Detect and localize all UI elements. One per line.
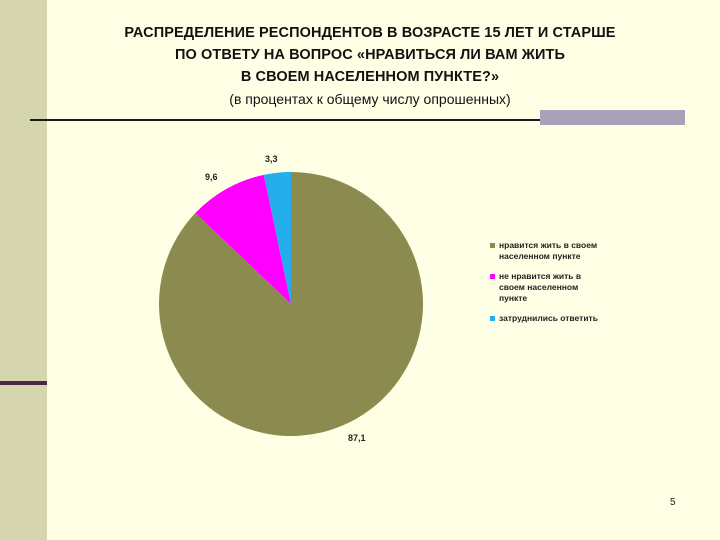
left-accent-bar (0, 381, 47, 385)
pie-data-label-3: 3,3 (265, 154, 278, 164)
pie-data-label-2: 9,6 (205, 172, 218, 182)
legend-label-1: нравится жить в своем населенном пункте (499, 240, 598, 261)
pie-slice-1 (159, 172, 424, 437)
title-divider (30, 119, 540, 121)
legend-label-2: не нравится жить в своем населенном пунк… (499, 271, 582, 303)
title-line-2: ПО ОТВЕТУ НА ВОПРОС «НРАВИТЬСЯ ЛИ ВАМ ЖИ… (174, 47, 566, 63)
pie-slice-2 (195, 174, 291, 304)
legend-swatch-1 (490, 243, 495, 248)
slide-subtitle: (в процентах к общему числу опрошенных) (229, 91, 511, 107)
pie-slice-3 (263, 172, 291, 304)
legend-item-2: не нравится жить в своем населенном пунк… (490, 271, 640, 304)
title-line-1: РАСПРЕДЕЛЕНИЕ РЕСПОНДЕНТОВ В ВОЗРАСТЕ 15… (124, 25, 616, 41)
divider-accent-box (540, 110, 685, 125)
legend-label-3: затруднились ответить (499, 313, 598, 323)
slide-title: РАСПРЕДЕЛЕНИЕ РЕСПОНДЕНТОВ В ВОЗРАСТЕ 15… (60, 22, 680, 110)
page-number: 5 (670, 497, 676, 508)
pie-data-label-1: 87,1 (348, 433, 366, 443)
legend-item-1: нравится жить в своем населенном пункте (490, 240, 640, 262)
legend-swatch-2 (490, 274, 495, 279)
legend-item-3: затруднились ответить (490, 313, 640, 324)
title-line-3: В СВОЕМ НАСЕЛЕННОМ ПУНКТЕ?» (240, 69, 500, 85)
chart-legend: нравится жить в своем населенном пункте н… (490, 240, 640, 333)
left-decorative-band (0, 0, 47, 540)
legend-swatch-3 (490, 316, 495, 321)
